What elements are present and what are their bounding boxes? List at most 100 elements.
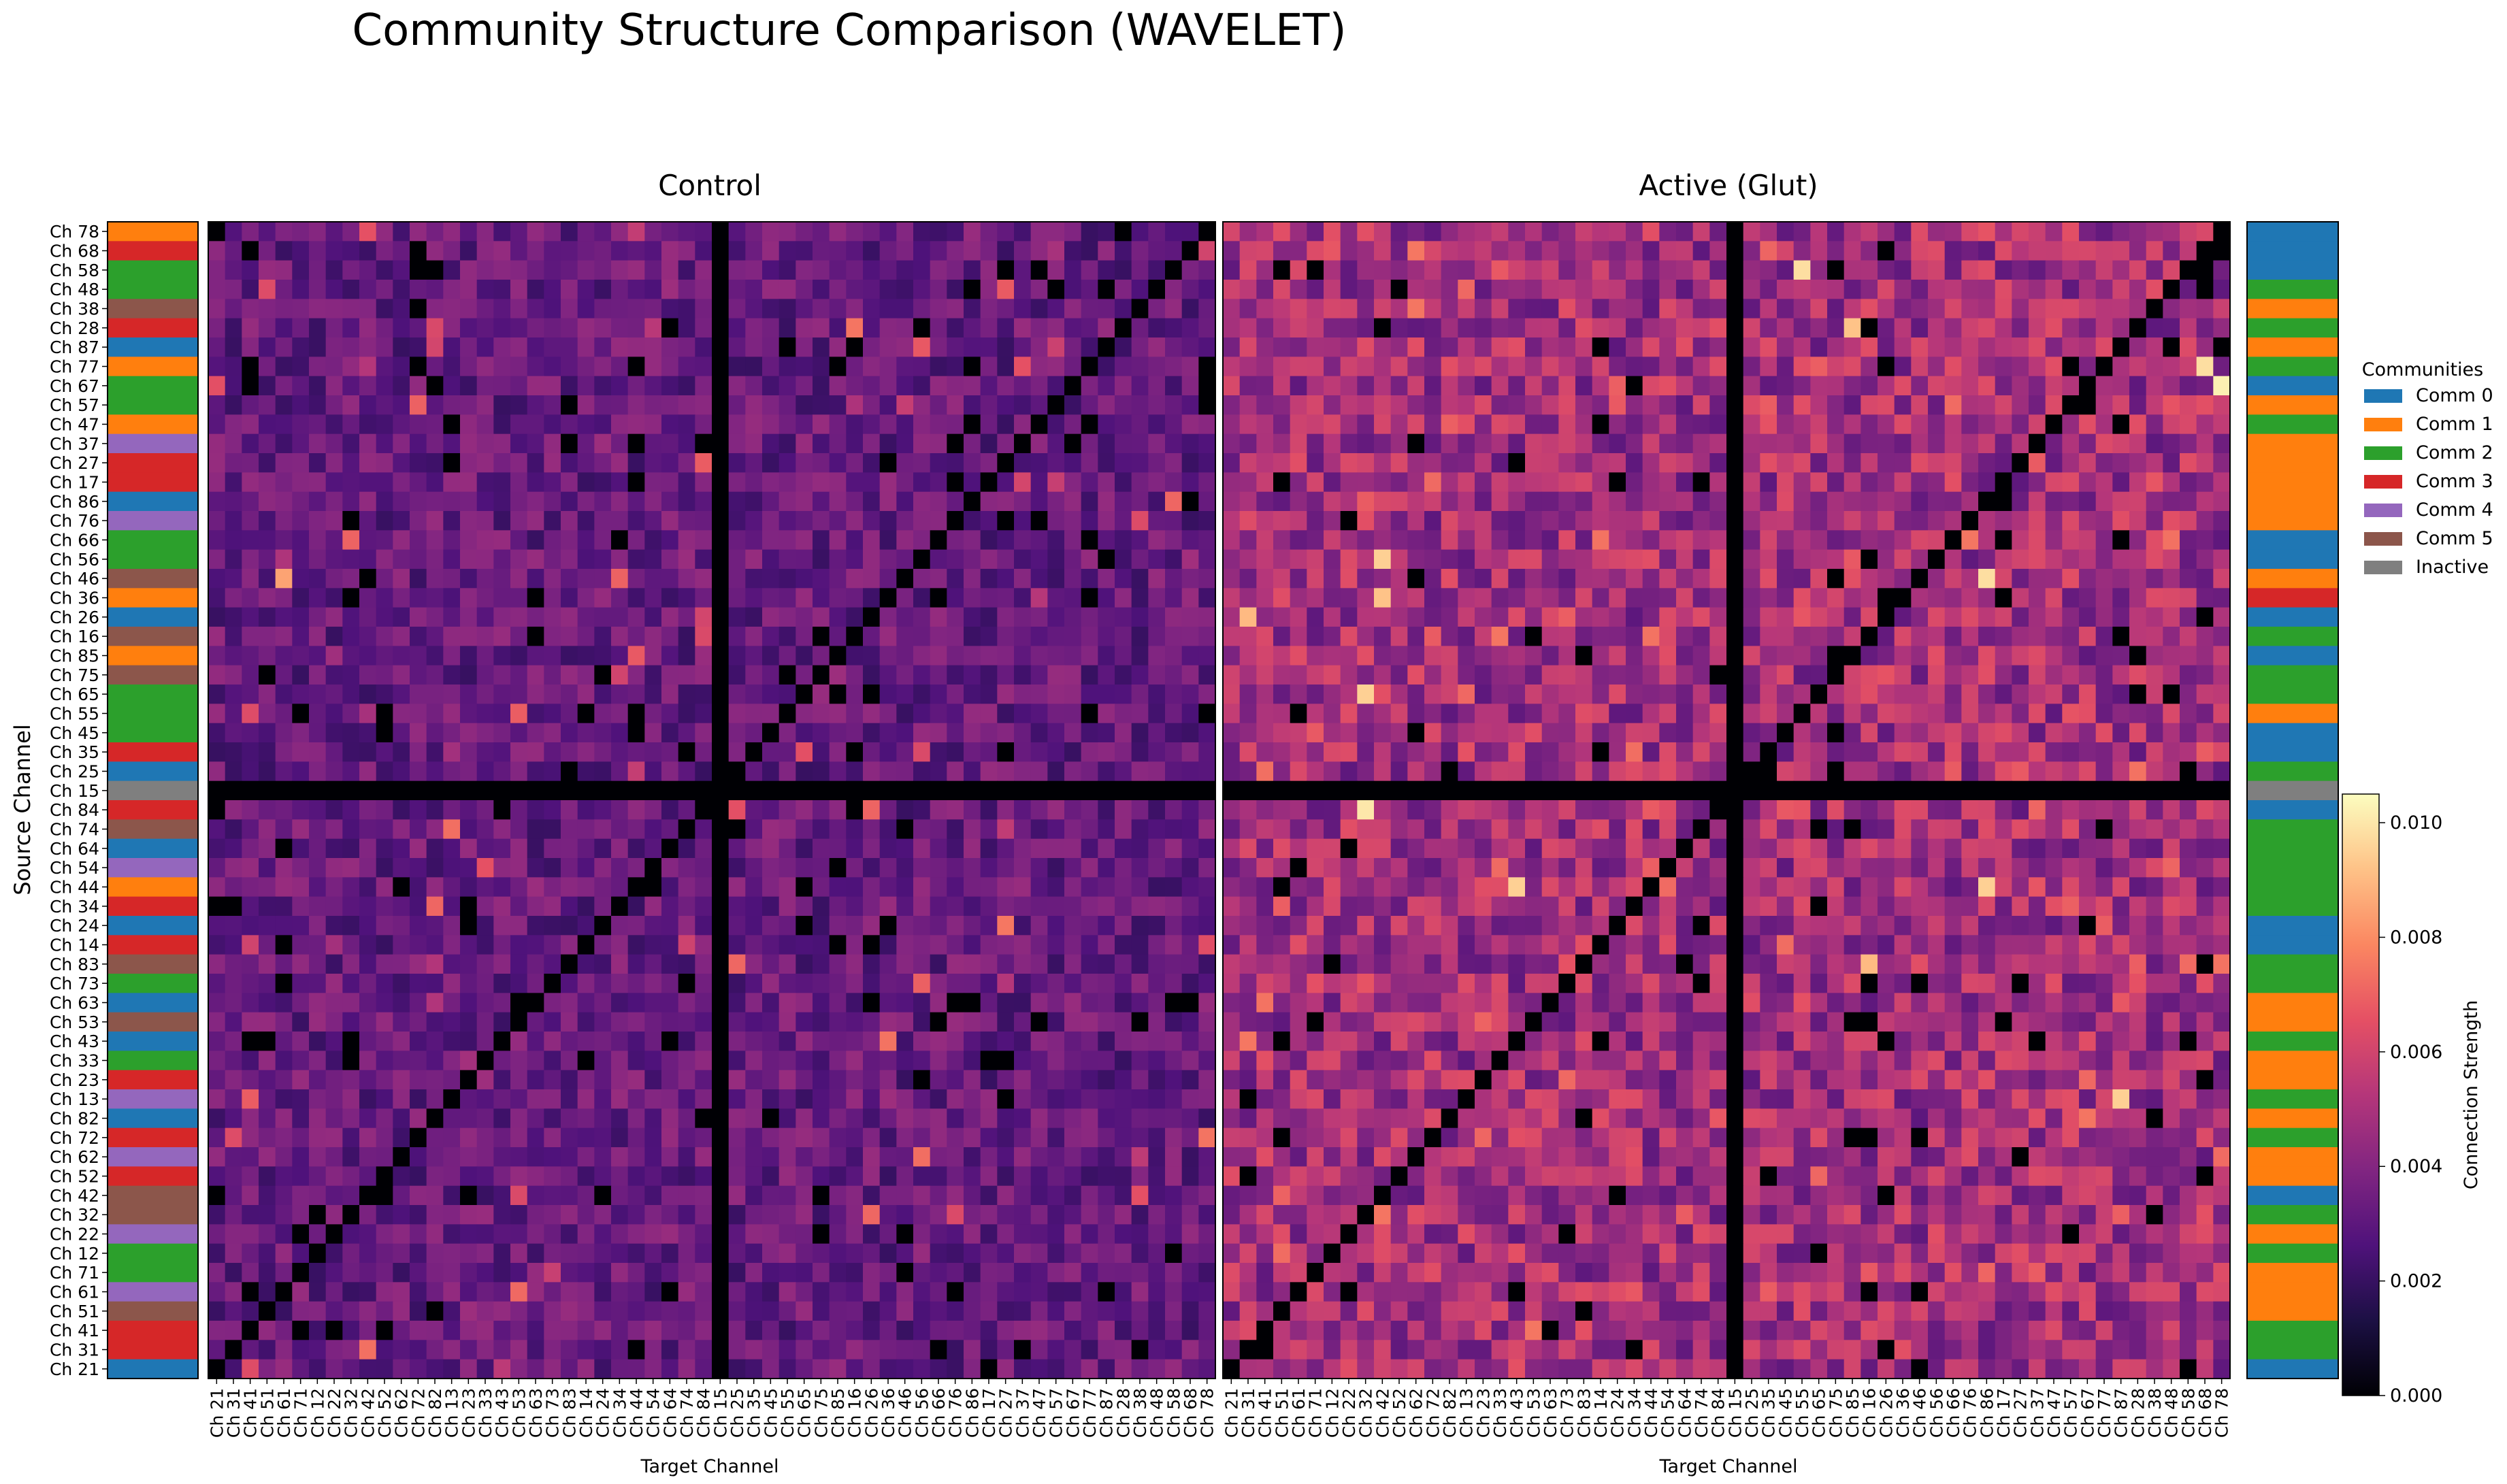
heatmap-cell xyxy=(829,1224,847,1244)
heatmap-cell xyxy=(644,858,662,878)
heatmap-cell xyxy=(1030,588,1048,608)
heatmap-cell xyxy=(342,780,360,801)
heatmap-cell xyxy=(577,376,595,396)
heatmap-cell xyxy=(829,222,847,242)
heatmap-cell xyxy=(359,1340,377,1360)
heatmap-cell xyxy=(544,780,561,801)
heatmap-cell xyxy=(762,954,780,974)
heatmap-cell xyxy=(611,993,629,1013)
heatmap-cell xyxy=(813,530,830,550)
heatmap-cell xyxy=(997,299,1015,319)
heatmap-cell xyxy=(2079,549,2097,570)
heatmap-cell xyxy=(476,337,494,357)
heatmap-cell xyxy=(309,800,327,820)
heatmap-cell xyxy=(1491,472,1509,493)
heatmap-cell xyxy=(930,800,947,820)
heatmap-cell xyxy=(1014,723,1032,743)
heatmap-cell xyxy=(779,742,796,762)
heatmap-cell xyxy=(292,241,310,261)
heatmap-cell xyxy=(762,761,780,782)
community-cell xyxy=(2247,318,2338,338)
heatmap-cell xyxy=(879,491,897,512)
heatmap-cell xyxy=(964,1321,981,1340)
heatmap-cell xyxy=(1165,646,1183,666)
heatmap-cell xyxy=(493,704,511,724)
heatmap-cell xyxy=(947,1263,964,1283)
heatmap-cell xyxy=(2095,511,2113,531)
heatmap-cell xyxy=(1181,569,1199,589)
heatmap-cell xyxy=(292,357,310,377)
heatmap-cell xyxy=(1030,1070,1048,1090)
heatmap-cell xyxy=(913,1359,931,1379)
heatmap-cell xyxy=(997,1321,1015,1340)
heatmap-cell xyxy=(325,993,343,1013)
heatmap-cell xyxy=(896,357,914,377)
heatmap-cell xyxy=(813,357,830,377)
heatmap-cell xyxy=(292,993,310,1013)
heatmap-cell xyxy=(964,318,981,338)
heatmap-cell xyxy=(661,414,679,435)
heatmap-cell xyxy=(1064,357,1082,377)
heatmap-cell xyxy=(225,627,242,646)
heatmap-cell xyxy=(393,453,410,473)
heatmap-cell xyxy=(2079,357,2097,377)
heatmap-cell xyxy=(1030,1205,1048,1225)
heatmap-cell xyxy=(1030,1032,1048,1051)
heatmap-cell xyxy=(644,1282,662,1302)
heatmap-cell xyxy=(644,665,662,685)
heatmap-cell xyxy=(762,819,780,840)
heatmap-cell xyxy=(728,1205,746,1225)
heatmap-cell xyxy=(1961,337,1979,357)
heatmap-cell xyxy=(728,222,746,242)
community-cell xyxy=(2247,280,2338,299)
heatmap-cell xyxy=(510,280,528,299)
heatmap-cell xyxy=(325,569,343,589)
heatmap-cell xyxy=(2012,549,2029,570)
community-cell xyxy=(108,260,198,280)
heatmap-cell xyxy=(1148,646,1166,666)
community-cell xyxy=(2247,376,2338,396)
heatmap-cell xyxy=(225,1070,242,1090)
heatmap-cell xyxy=(1198,800,1216,820)
heatmap-cell xyxy=(745,1089,763,1109)
heatmap-cell xyxy=(359,974,377,993)
heatmap-cell xyxy=(1726,318,1744,338)
heatmap-cell xyxy=(410,337,427,357)
heatmap-cell xyxy=(2112,241,2130,261)
heatmap-cell xyxy=(1165,800,1183,820)
heatmap-cell xyxy=(2213,588,2231,608)
heatmap-cell xyxy=(1844,511,1861,531)
heatmap-cell xyxy=(544,1127,561,1148)
heatmap-cell xyxy=(1115,1032,1132,1051)
heatmap-cell xyxy=(493,780,511,801)
heatmap-cell xyxy=(259,1224,276,1244)
heatmap-cell xyxy=(829,935,847,955)
heatmap-cell xyxy=(712,280,730,299)
heatmap-cell xyxy=(1181,588,1199,608)
heatmap-cell xyxy=(796,318,813,338)
heatmap-cell xyxy=(1441,511,1458,531)
heatmap-cell xyxy=(1709,241,1727,261)
heatmap-cell xyxy=(896,935,914,955)
heatmap-cell xyxy=(2012,318,2029,338)
heatmap-cell xyxy=(1290,376,1307,396)
heatmap-cell xyxy=(2146,569,2163,589)
heatmap-cell xyxy=(2196,588,2214,608)
heatmap-cell xyxy=(259,607,276,627)
heatmap-cell xyxy=(846,723,864,743)
heatmap-cell xyxy=(561,1359,578,1379)
heatmap-cell xyxy=(476,627,494,646)
heatmap-cell xyxy=(594,1185,612,1206)
heatmap-cell xyxy=(1098,838,1115,859)
community-cell xyxy=(2247,607,2338,627)
heatmap-cell xyxy=(1558,318,1576,338)
heatmap-cell xyxy=(544,723,561,743)
heatmap-cell xyxy=(1064,569,1082,589)
heatmap-cell xyxy=(947,472,964,493)
heatmap-cell xyxy=(1541,530,1559,550)
heatmap-cell xyxy=(2029,299,2046,319)
heatmap-cell xyxy=(527,1282,544,1302)
heatmap-cell xyxy=(325,1301,343,1321)
heatmap-cell xyxy=(879,241,897,261)
heatmap-cell xyxy=(275,1224,293,1244)
